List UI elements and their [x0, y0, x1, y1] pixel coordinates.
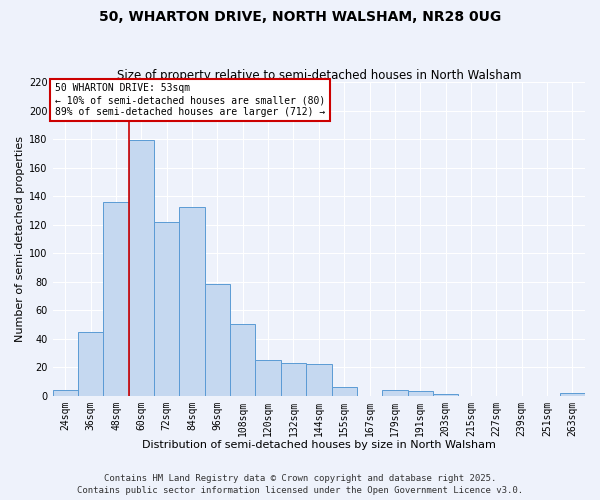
- Bar: [256, 360, 281, 396]
- Bar: [382, 390, 407, 396]
- Text: 50 WHARTON DRIVE: 53sqm
← 10% of semi-detached houses are smaller (80)
89% of se: 50 WHARTON DRIVE: 53sqm ← 10% of semi-de…: [55, 84, 325, 116]
- Bar: [332, 387, 357, 396]
- Bar: [230, 324, 256, 396]
- Bar: [407, 392, 433, 396]
- Bar: [560, 393, 585, 396]
- Text: 50, WHARTON DRIVE, NORTH WALSHAM, NR28 0UG: 50, WHARTON DRIVE, NORTH WALSHAM, NR28 0…: [99, 10, 501, 24]
- Bar: [129, 140, 154, 396]
- Bar: [179, 208, 205, 396]
- Text: Contains HM Land Registry data © Crown copyright and database right 2025.
Contai: Contains HM Land Registry data © Crown c…: [77, 474, 523, 495]
- Bar: [103, 202, 129, 396]
- Bar: [306, 364, 332, 396]
- Bar: [281, 363, 306, 396]
- X-axis label: Distribution of semi-detached houses by size in North Walsham: Distribution of semi-detached houses by …: [142, 440, 496, 450]
- Bar: [78, 332, 103, 396]
- Bar: [53, 390, 78, 396]
- Y-axis label: Number of semi-detached properties: Number of semi-detached properties: [15, 136, 25, 342]
- Title: Size of property relative to semi-detached houses in North Walsham: Size of property relative to semi-detach…: [116, 69, 521, 82]
- Bar: [433, 394, 458, 396]
- Bar: [154, 222, 179, 396]
- Bar: [205, 284, 230, 396]
